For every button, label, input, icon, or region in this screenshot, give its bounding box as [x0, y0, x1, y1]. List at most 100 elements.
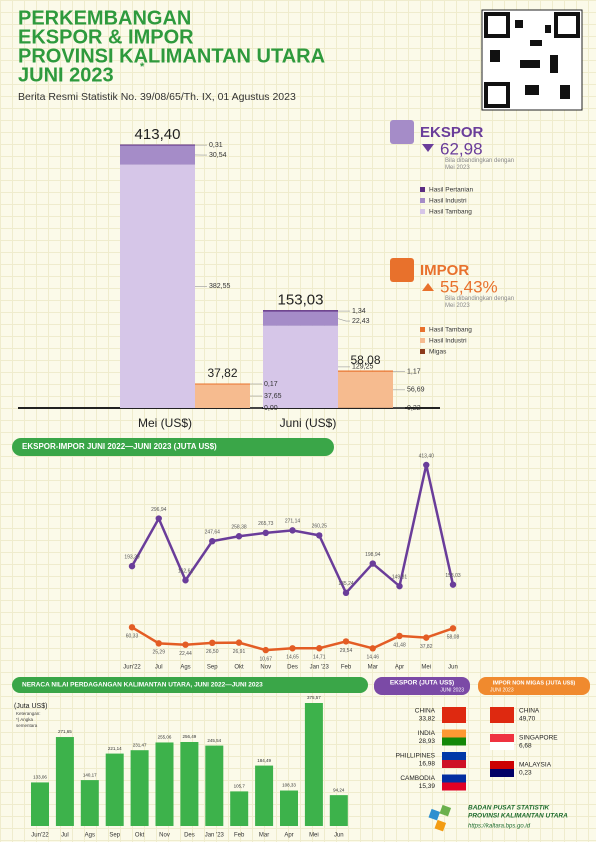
point	[342, 589, 350, 597]
value-label: 30,54	[209, 152, 227, 159]
value-label: 271,65	[58, 729, 72, 734]
point	[423, 634, 430, 641]
value-label: 265,73	[258, 521, 274, 527]
country-name: CHINA	[415, 708, 436, 715]
section-pill	[12, 677, 368, 693]
country-value: 15,39	[419, 783, 436, 790]
x-tick-label: Jun	[334, 833, 344, 839]
title-line: PERKEMBANGAN	[18, 7, 191, 29]
value-label: 60,33	[126, 634, 139, 640]
value-label: 0,31	[209, 142, 223, 149]
legend-label: Hasil Industri	[429, 198, 467, 205]
point	[289, 527, 296, 534]
title-line: JUNI 2023	[18, 64, 114, 86]
value-label: 221,14	[108, 746, 122, 751]
flag	[442, 729, 466, 738]
bar	[205, 745, 224, 826]
point	[155, 640, 162, 647]
point	[449, 625, 457, 632]
value-label: 37,65	[264, 393, 282, 400]
value-label: 413,40	[419, 453, 435, 459]
bar	[230, 791, 249, 826]
country-value: 49,70	[519, 716, 536, 723]
legend-swatch	[420, 209, 425, 214]
section-pill	[12, 438, 334, 456]
point	[209, 537, 216, 545]
legend-swatch	[420, 338, 425, 343]
bar	[105, 753, 124, 826]
country-name: SINGAPORE	[519, 735, 558, 742]
bar-segment	[263, 325, 338, 408]
panel-title: EKSPOR	[420, 124, 484, 141]
org-name: PROVINSI KALIMANTAN UTARA	[468, 813, 568, 820]
x-tick-label: Jan '23	[310, 665, 330, 671]
value-label: 94,24	[333, 787, 345, 792]
value-label: 105,7	[234, 784, 246, 789]
value-label: 22,43	[352, 318, 370, 325]
x-tick-label: Ags	[85, 833, 95, 839]
flag	[490, 769, 514, 777]
bar-segment	[338, 371, 393, 408]
title-mark: *	[140, 61, 145, 73]
point	[155, 515, 162, 522]
value-label: 162,61	[178, 569, 194, 575]
legend-label: Hasil Tambang	[429, 209, 472, 216]
point	[369, 645, 376, 652]
title-line: EKSPOR & IMPOR	[18, 26, 194, 48]
country-value: 33,82	[419, 716, 436, 723]
leader-line	[337, 318, 350, 322]
value-label: 26,50	[206, 649, 219, 655]
title-line: PROVINSI KALIMANTAN UTARA	[18, 45, 325, 67]
flag	[442, 774, 466, 783]
value-label: 1,17	[407, 368, 421, 375]
flag	[490, 707, 514, 715]
value-label: 135,24	[338, 581, 354, 587]
point	[316, 645, 323, 652]
value-label: 296,94	[151, 507, 167, 513]
point	[182, 641, 189, 648]
legend-swatch	[420, 198, 425, 203]
total-label: 37,82	[207, 366, 237, 380]
value-label: 245,54	[207, 738, 221, 743]
x-tick-label: Okt	[234, 665, 244, 671]
country-value: 28,93	[419, 738, 436, 745]
total-label: 58,08	[350, 353, 380, 367]
direction-arrow	[422, 144, 434, 152]
total-label: 153,03	[278, 292, 324, 309]
bar	[155, 742, 174, 826]
x-tick-label: Jul	[155, 665, 163, 671]
flag	[490, 734, 514, 742]
value-label: 108,33	[282, 783, 296, 788]
value-label: 10,67	[259, 656, 272, 662]
country-name: CAMBODIA	[400, 775, 435, 782]
point	[396, 632, 403, 640]
legend-label: Hasil Tambang	[429, 327, 472, 334]
value-label: 0,17	[264, 381, 278, 388]
legend-swatch	[420, 349, 425, 354]
panel-title: EKSPOR (JUTA US$)	[390, 680, 454, 687]
point	[449, 581, 457, 588]
country-name: INDIA	[418, 730, 436, 737]
flag	[442, 707, 466, 715]
value-label: 14,71	[313, 655, 326, 661]
note: *) Angka	[16, 717, 34, 722]
point	[396, 582, 403, 590]
x-tick-label: Ags	[180, 665, 190, 671]
bar-segment	[120, 145, 195, 165]
country-value: 16,98	[419, 761, 436, 768]
note: Keterangan:	[16, 711, 41, 716]
country-name: PHILLIPINES	[396, 753, 436, 760]
value-label: 258,38	[231, 525, 247, 531]
flag	[490, 742, 514, 750]
x-tick-label: Mar	[259, 833, 269, 839]
value-label: 375,57	[307, 695, 321, 700]
point	[128, 562, 136, 570]
y-axis-label: (Juta US$)	[14, 703, 47, 710]
bar	[304, 703, 323, 826]
flag	[490, 761, 514, 769]
panel-period: JUNI 2023	[440, 687, 464, 693]
point	[262, 529, 269, 537]
bar	[80, 780, 99, 826]
section-pill	[478, 677, 590, 695]
